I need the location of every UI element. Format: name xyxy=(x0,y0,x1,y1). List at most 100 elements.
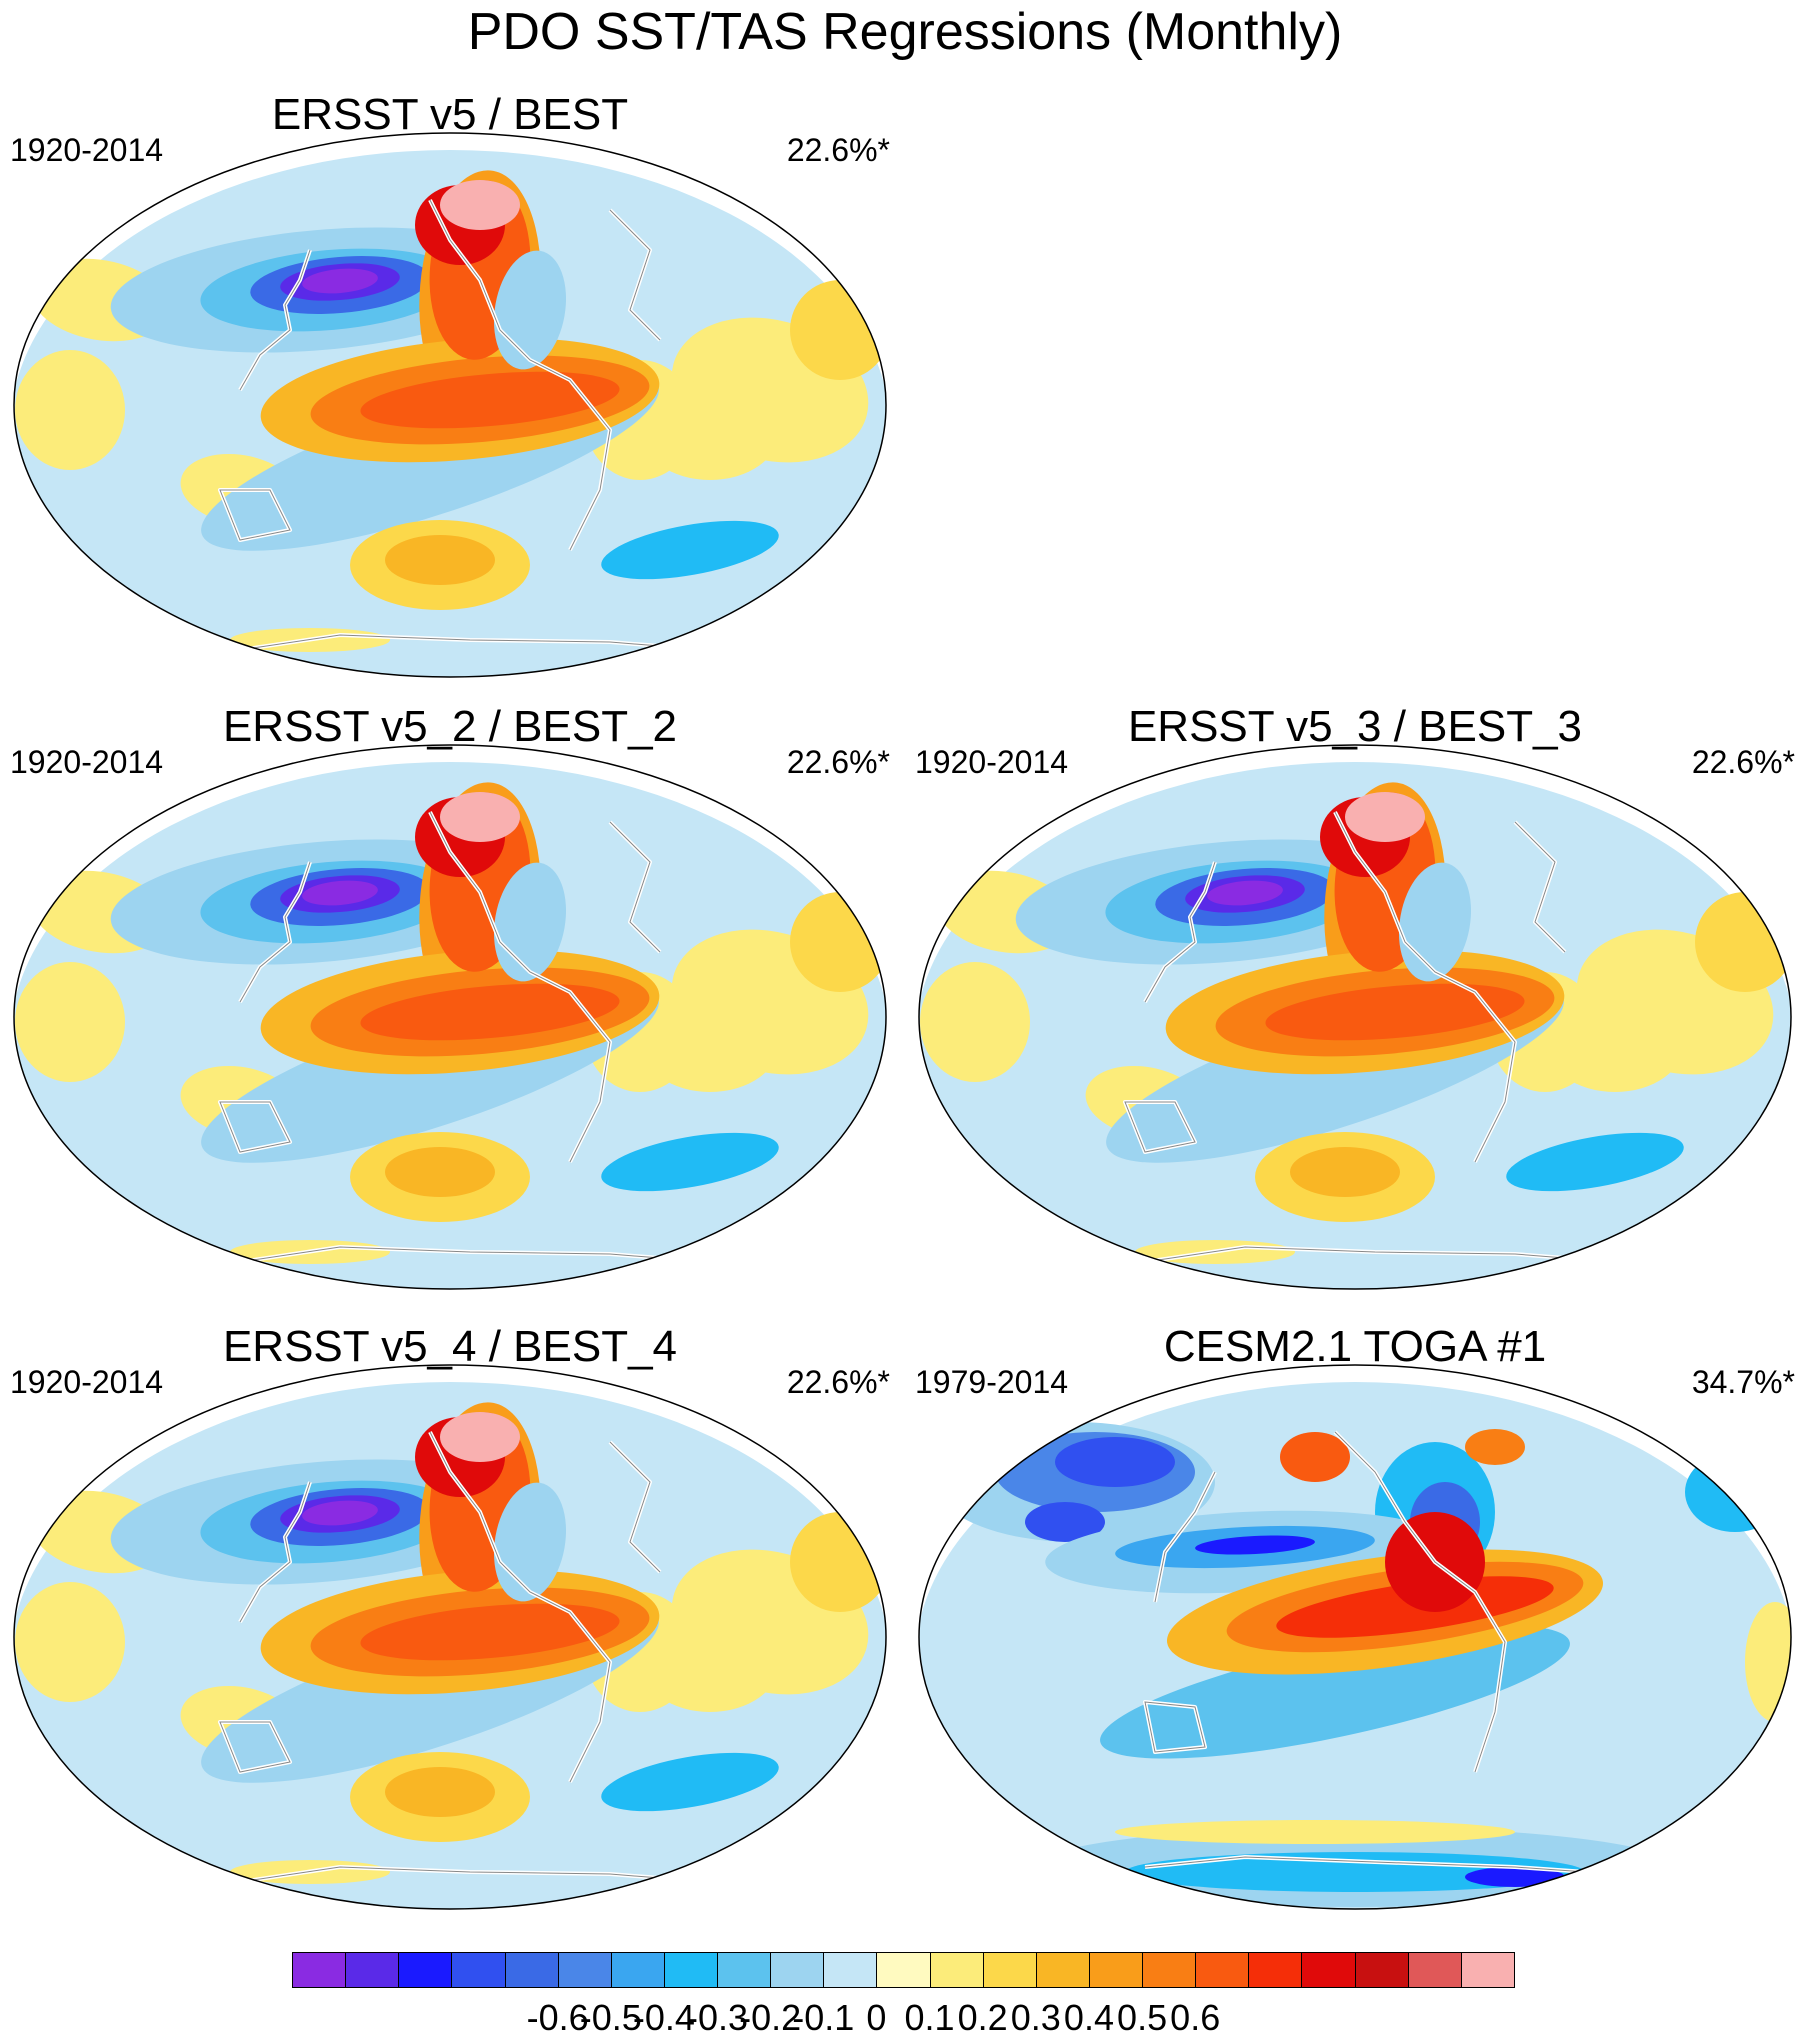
polar-anomaly xyxy=(1115,1820,1515,1844)
polar-anomaly xyxy=(130,617,770,673)
colorbar-swatch xyxy=(504,1952,559,1988)
coastline-edge xyxy=(429,811,611,1163)
colorbar-tick-label: 0.2 xyxy=(957,1997,1008,2038)
map-svg xyxy=(918,1364,1792,1910)
polar-anomaly xyxy=(1465,1867,1565,1887)
polar-anomaly xyxy=(1035,1229,1675,1285)
coastline-edge xyxy=(219,1101,291,1153)
coastline-edge xyxy=(1144,1246,1616,1263)
colorbar-tick-label: -0.4 xyxy=(632,1997,695,2038)
coastline-edge xyxy=(1514,821,1566,953)
variance-label: 22.6%* xyxy=(1691,744,1795,780)
coastline-edge xyxy=(429,199,611,551)
colorbar-swatch xyxy=(770,1952,825,1988)
period-label: 1920-2014 xyxy=(915,744,1069,780)
colorbar-swatch xyxy=(1088,1952,1144,1988)
cool-anomaly xyxy=(1055,1437,1175,1487)
regression-map xyxy=(915,1362,1795,1912)
land-anomaly xyxy=(15,1582,125,1702)
map-outline xyxy=(13,744,887,1290)
cool-anomaly xyxy=(302,268,378,294)
figure-title: PDO SST/TAS Regressions (Monthly) xyxy=(467,3,1343,61)
regression-map xyxy=(10,742,890,1292)
polar-anomaly xyxy=(130,1849,770,1905)
colorbar-tick-label: -0.5 xyxy=(579,1997,642,2038)
coastline-edge xyxy=(1154,1471,1216,1603)
land-anomaly xyxy=(640,992,780,1092)
cool-anomaly xyxy=(601,1752,779,1812)
colorbar xyxy=(292,1952,1515,1990)
coastline-edge xyxy=(1124,1101,1196,1153)
field-layer xyxy=(14,1382,886,1909)
coastline-edge xyxy=(239,1866,711,1883)
colorbar-tick-label: 0 xyxy=(866,1997,887,2038)
map-panel-ersst-v5-2: ERSST v5_2 / BEST_2 1920-2014 22.6%* xyxy=(0,702,900,1302)
coastline-edge xyxy=(1334,1431,1506,1773)
colorbar-swatch xyxy=(1142,1952,1197,1988)
polar-anomaly xyxy=(130,1229,770,1285)
map-outline xyxy=(13,132,887,678)
period-label: 1979-2014 xyxy=(915,1364,1069,1400)
warm-anomaly xyxy=(440,180,520,230)
land-anomaly xyxy=(1545,992,1685,1092)
map-panel-ersst-v5-4: ERSST v5_4 / BEST_4 1920-2014 22.6%* xyxy=(0,1322,900,1922)
colorbar-swatch xyxy=(1035,1952,1090,1988)
cool-anomaly xyxy=(1506,1132,1684,1192)
map-svg xyxy=(13,744,887,1290)
map-svg xyxy=(13,132,887,678)
land-anomaly xyxy=(15,962,125,1082)
land-anomaly xyxy=(790,1512,886,1612)
land-anomaly xyxy=(1595,1562,1755,1682)
colorbar-swatch xyxy=(451,1952,506,1988)
map-outline xyxy=(918,744,1792,1290)
coastline-edge xyxy=(219,489,291,541)
regression-map xyxy=(10,1362,890,1912)
coastline-edge xyxy=(1334,811,1516,1163)
map-panel-ersst-v5-3: ERSST v5_3 / BEST_3 1920-2014 22.6%* xyxy=(905,702,1805,1302)
colorbar-tick-label: 0.5 xyxy=(1117,1997,1168,2038)
regression-map xyxy=(915,742,1795,1292)
map-svg xyxy=(918,744,1792,1290)
colorbar-swatch xyxy=(663,1952,719,1988)
land-anomaly xyxy=(790,892,886,992)
warm-anomaly xyxy=(440,1412,520,1462)
colorbar-swatch xyxy=(1248,1952,1303,1988)
panel-title: ERSST v5_3 / BEST_3 xyxy=(1127,702,1583,751)
colorbar-swatch xyxy=(1407,1952,1462,1988)
cool-anomaly xyxy=(1685,1452,1785,1532)
colorbar-tick-label: 0.3 xyxy=(1010,1997,1061,2038)
map-outline xyxy=(13,1364,887,1910)
colorbar-swatch xyxy=(345,1952,400,1988)
variance-label: 34.7%* xyxy=(1691,1364,1795,1400)
panel-title: ERSST v5_4 / BEST_4 xyxy=(222,1322,678,1371)
colorbar-swatch xyxy=(1460,1952,1515,1988)
warm-anomaly xyxy=(440,792,520,842)
cool-anomaly xyxy=(1207,880,1283,906)
land-anomaly xyxy=(920,962,1030,1082)
panel-title: ERSST v5_2 / BEST_2 xyxy=(222,702,678,751)
cool-anomaly xyxy=(1195,1535,1315,1555)
coastline-edge xyxy=(219,1721,291,1773)
coastline-edge xyxy=(1144,861,1216,1003)
cool-anomaly xyxy=(302,880,378,906)
colorbar-swatch xyxy=(717,1952,772,1988)
coastline-edge xyxy=(239,1246,711,1263)
regression-map xyxy=(10,130,890,680)
colorbar-tick-label: -0.3 xyxy=(686,1997,749,2038)
period-label: 1920-2014 xyxy=(10,1364,164,1400)
land-anomaly xyxy=(640,1612,780,1712)
cool-anomaly xyxy=(1100,1625,1570,1759)
colorbar-tick-label: -0.6 xyxy=(526,1997,589,2038)
coastline-edge xyxy=(239,1481,311,1623)
colorbar-swatch xyxy=(1195,1952,1250,1988)
period-label: 1920-2014 xyxy=(10,132,164,168)
warm-anomaly xyxy=(360,1603,620,1661)
panel-title: ERSST v5 / BEST xyxy=(271,90,629,139)
coastline-edge xyxy=(429,1431,611,1783)
polar-anomaly xyxy=(1125,1852,1585,1892)
map-panel-ersst-v5: ERSST v5 / BEST 1920-2014 22.6%* xyxy=(0,90,900,690)
colorbar-swatch xyxy=(823,1952,878,1988)
colorbar-swatch xyxy=(557,1952,612,1988)
land-anomaly xyxy=(15,350,125,470)
coastline-edge xyxy=(239,249,311,391)
